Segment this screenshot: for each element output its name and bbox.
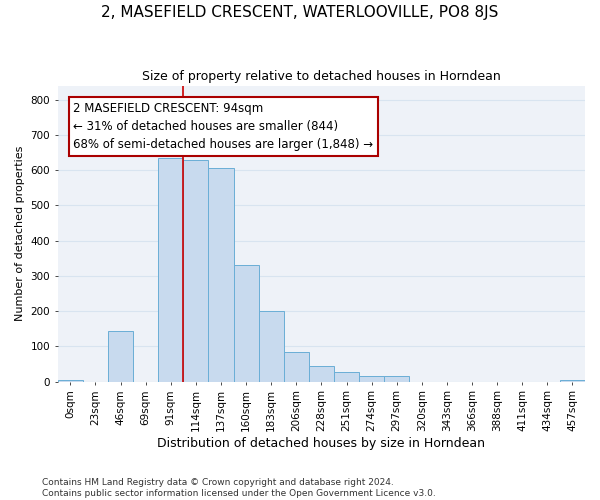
- Bar: [284, 352, 309, 382]
- X-axis label: Distribution of detached houses by size in Horndean: Distribution of detached houses by size …: [157, 437, 485, 450]
- Bar: [208, 168, 233, 382]
- Text: 2 MASEFIELD CRESCENT: 94sqm
← 31% of detached houses are smaller (844)
68% of se: 2 MASEFIELD CRESCENT: 94sqm ← 31% of det…: [73, 102, 374, 151]
- Bar: [259, 311, 284, 382]
- Y-axis label: Number of detached properties: Number of detached properties: [15, 146, 25, 322]
- Text: 2, MASEFIELD CRESCENT, WATERLOOVILLE, PO8 8JS: 2, MASEFIELD CRESCENT, WATERLOOVILLE, PO…: [101, 5, 499, 20]
- Bar: [158, 158, 184, 382]
- Bar: [58, 380, 83, 382]
- Bar: [108, 330, 133, 382]
- Bar: [233, 266, 259, 382]
- Bar: [184, 160, 208, 382]
- Bar: [309, 366, 334, 382]
- Text: Contains HM Land Registry data © Crown copyright and database right 2024.
Contai: Contains HM Land Registry data © Crown c…: [42, 478, 436, 498]
- Bar: [384, 376, 409, 382]
- Bar: [359, 376, 384, 382]
- Bar: [560, 380, 585, 382]
- Title: Size of property relative to detached houses in Horndean: Size of property relative to detached ho…: [142, 70, 501, 83]
- Bar: [334, 372, 359, 382]
